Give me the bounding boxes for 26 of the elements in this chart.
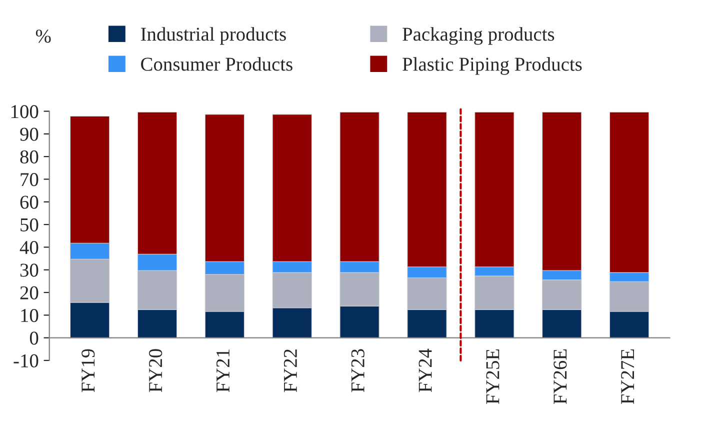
y-axis-title: %: [36, 30, 51, 43]
y-tick-label: 10: [21, 308, 38, 322]
legend-label: Consumer Products: [141, 57, 292, 71]
x-tick-label: FY24: [418, 348, 432, 392]
y-tick-label: 60: [20, 196, 38, 209]
y-tick-label: 20: [20, 286, 38, 300]
y-tick-label: 50: [20, 218, 38, 232]
y-tick-label: 0: [30, 332, 38, 345]
x-tick-label: FY19: [82, 349, 95, 392]
x-tick-label: FY26E: [554, 349, 567, 404]
y-tick-label: 80: [20, 150, 38, 164]
y-tick-label: 70: [20, 173, 38, 186]
x-tick-label: FY22: [284, 349, 297, 392]
legend-label: Plastic Piping Products: [402, 57, 582, 75]
y-tick-label: 100: [11, 105, 38, 118]
x-tick-label: FY23: [351, 349, 364, 392]
x-tick-label: FY25E: [486, 349, 500, 404]
y-tick-label: 30: [20, 264, 38, 277]
x-tick-label: FY27E: [621, 349, 634, 404]
y-tick-label: 90: [20, 128, 38, 141]
y-tick-label: 40: [20, 240, 38, 254]
y-tick-label: -10: [14, 354, 38, 368]
x-tick-label: FY20: [148, 349, 162, 392]
legend-label: Industrial products: [140, 27, 286, 45]
x-tick-label: FY21: [216, 350, 230, 392]
legend-label: Packaging products: [402, 27, 554, 45]
